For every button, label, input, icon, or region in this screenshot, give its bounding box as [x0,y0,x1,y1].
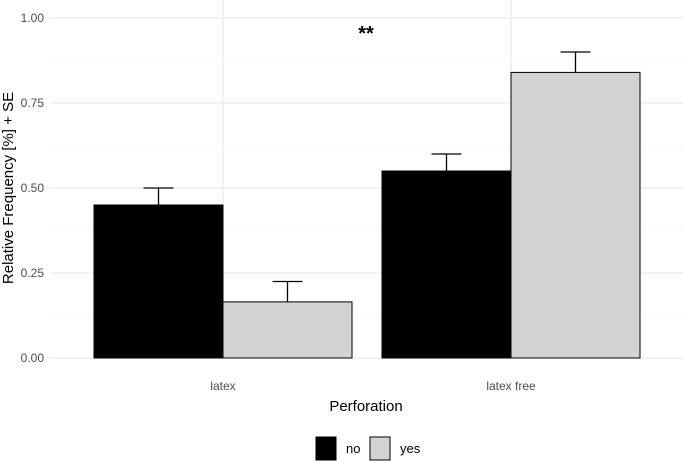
legend-label: yes [400,441,421,456]
y-tick-label: 1.00 [21,11,45,25]
bar [222,301,353,359]
y-tick-label: 0.50 [21,181,45,195]
y-tick-labels: 0.00 0.25 0.50 0.75 1.00 [21,11,45,365]
bar [510,71,641,359]
y-tick-label: 0.25 [21,266,45,280]
x-tick-label: latex [210,379,235,393]
x-tick-label: latex free [486,379,536,393]
legend-label: no [346,441,360,456]
bar [93,204,224,359]
bars [93,71,641,359]
error-bars [143,51,591,302]
y-tick-label: 0.00 [21,351,45,365]
legend-swatch [369,436,391,461]
legend: no yes [315,436,421,461]
legend-swatch [315,436,337,461]
x-axis-title: Perforation [329,398,402,415]
x-tick-labels: latex latex free [210,379,536,393]
bar [381,170,512,359]
significance-annotation: ** [358,23,374,45]
y-axis-title: Relative Frequency [%] + SE [0,92,17,284]
y-tick-label: 0.75 [21,96,45,110]
